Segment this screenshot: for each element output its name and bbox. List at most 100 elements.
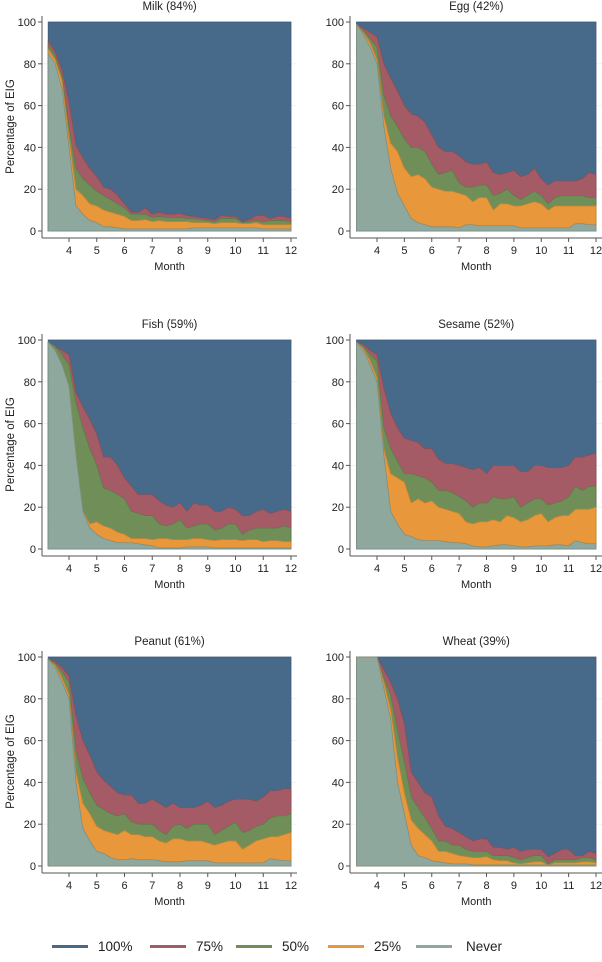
x-tick-label: 6	[121, 880, 127, 892]
x-tick-label: 6	[429, 880, 435, 892]
x-tick-label: 6	[121, 245, 127, 257]
panel-title: Fish (59%)	[142, 319, 198, 331]
y-axis-label: Percentage of EIG	[5, 397, 17, 492]
x-tick-label: 10	[535, 245, 547, 257]
y-tick-label: 20	[332, 184, 344, 196]
area-never	[47, 658, 292, 867]
legend-label-never: Never	[466, 938, 503, 954]
x-axis-label: Month	[461, 579, 492, 591]
legend-swatch-50	[236, 944, 272, 948]
panel-title: Wheat (39%)	[443, 636, 510, 648]
area-never	[47, 341, 292, 550]
x-tick-label: 12	[590, 880, 602, 892]
chart-panel: 0 20 40 60 80 100 4 5 6 7 8 9 10 11 12 Milk (84%) Month P…	[5, 1, 297, 273]
x-tick-label: 12	[285, 245, 297, 257]
y-tick-label: 60	[332, 736, 344, 748]
legend-swatch-25	[328, 944, 364, 948]
y-tick-label: 40	[332, 460, 344, 472]
x-tick-label: 5	[401, 245, 407, 257]
x-tick-label: 12	[590, 245, 602, 257]
x-tick-label: 6	[121, 563, 127, 575]
y-tick-label: 20	[24, 184, 36, 196]
x-tick-label: 9	[511, 563, 517, 575]
x-axis-label: Month	[154, 896, 185, 908]
legend-item-50: 50%	[236, 936, 309, 956]
y-tick-label: 40	[332, 777, 344, 789]
y-tick-label: 20	[332, 819, 344, 831]
x-axis-label: Month	[154, 579, 185, 591]
y-tick-label: 20	[24, 502, 36, 514]
x-tick-label: 9	[205, 245, 211, 257]
x-axis-label: Month	[461, 896, 492, 908]
x-tick-label: 9	[205, 563, 211, 575]
legend-label-100: 100%	[98, 938, 133, 954]
legend-label-50: 50%	[282, 938, 310, 954]
x-tick-label: 4	[66, 880, 72, 892]
y-tick-label: 20	[24, 819, 36, 831]
x-tick-label: 11	[563, 245, 574, 257]
y-tick-label: 80	[332, 377, 344, 389]
y-tick-label: 40	[24, 460, 36, 472]
y-tick-label: 0	[30, 226, 36, 238]
y-axis-label: Percentage of EIG	[5, 714, 17, 809]
y-tick-label: 100	[18, 17, 36, 29]
chart-panel: 0 20 40 60 80 100 4 5 6 7 8 9 10 11 12 Wheat (39%) Month	[326, 636, 602, 908]
panel-title: Sesame (52%)	[438, 319, 514, 331]
y-tick-label: 100	[326, 335, 344, 347]
x-tick-label: 4	[374, 880, 380, 892]
legend-label-75: 75%	[196, 938, 224, 954]
y-tick-label: 60	[24, 736, 36, 748]
y-tick-label: 80	[24, 694, 36, 706]
x-tick-label: 11	[563, 563, 574, 575]
y-tick-label: 100	[326, 17, 344, 29]
chart-panel: 0 20 40 60 80 100 4 5 6 7 8 9 10 11 12 Fish (59%) Month P…	[5, 319, 297, 591]
x-tick-label: 5	[94, 880, 100, 892]
area-25pct	[356, 23, 597, 232]
y-tick-label: 80	[332, 59, 344, 71]
x-tick-label: 10	[535, 563, 547, 575]
panel-title: Egg (42%)	[449, 1, 504, 13]
area-never	[356, 23, 597, 232]
y-tick-label: 80	[24, 377, 36, 389]
x-tick-label: 10	[535, 880, 547, 892]
chart-legend: 100% 75% 50% 25% Never	[0, 930, 602, 960]
y-tick-label: 0	[30, 861, 36, 873]
x-tick-label: 8	[483, 563, 489, 575]
y-tick-label: 60	[24, 101, 36, 113]
x-tick-label: 4	[374, 245, 380, 257]
legend-item-never: Never	[416, 936, 502, 956]
x-tick-label: 11	[258, 245, 269, 257]
x-tick-label: 9	[511, 880, 517, 892]
x-tick-label: 7	[456, 245, 462, 257]
x-tick-label: 10	[229, 245, 241, 257]
x-tick-label: 5	[94, 245, 100, 257]
chart-panel: 0 20 40 60 80 100 4 5 6 7 8 9 10 11 12 Egg (42%) Month	[326, 1, 602, 273]
x-tick-label: 10	[229, 563, 241, 575]
area-50pct	[356, 341, 597, 550]
x-tick-label: 8	[177, 563, 183, 575]
chart-panel: 0 20 40 60 80 100 4 5 6 7 8 9 10 11 12 Peanut (61%) Mont…	[5, 636, 297, 908]
area-never	[47, 52, 292, 232]
y-tick-label: 0	[338, 226, 344, 238]
y-tick-label: 100	[326, 652, 344, 664]
x-tick-label: 12	[285, 880, 297, 892]
x-tick-label: 7	[149, 880, 155, 892]
y-tick-label: 20	[332, 502, 344, 514]
area-never	[356, 341, 597, 550]
x-tick-label: 7	[456, 563, 462, 575]
y-tick-label: 0	[338, 544, 344, 556]
legend-label-25: 25%	[374, 938, 402, 954]
y-tick-label: 80	[24, 59, 36, 71]
x-tick-label: 4	[66, 563, 72, 575]
area-50pct	[356, 656, 597, 867]
x-tick-label: 4	[374, 563, 380, 575]
x-tick-label: 11	[258, 563, 269, 575]
x-tick-label: 7	[149, 245, 155, 257]
y-tick-label: 0	[338, 861, 344, 873]
x-tick-label: 8	[177, 880, 183, 892]
y-axis-label: Percentage of EIG	[5, 79, 17, 174]
area-50pct	[47, 341, 292, 550]
x-axis-label: Month	[461, 261, 492, 273]
y-tick-label: 0	[30, 544, 36, 556]
